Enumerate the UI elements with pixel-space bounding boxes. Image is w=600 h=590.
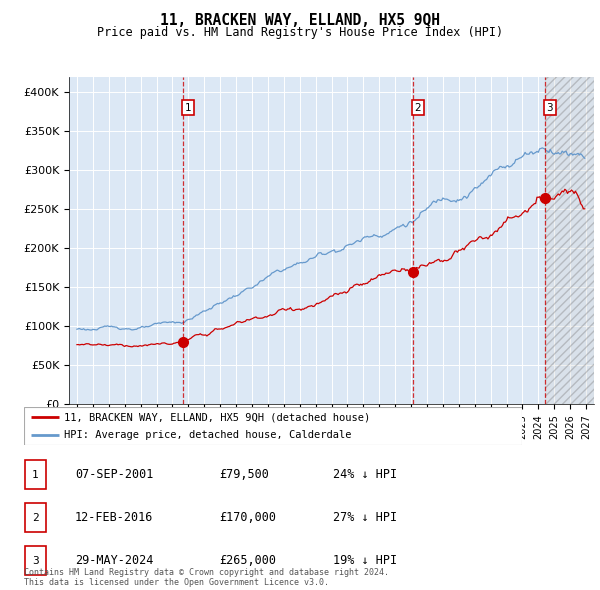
FancyBboxPatch shape [25, 503, 46, 532]
Text: £265,000: £265,000 [219, 554, 276, 568]
Text: 3: 3 [547, 103, 553, 113]
Text: 1: 1 [32, 470, 39, 480]
Text: 2: 2 [415, 103, 421, 113]
Text: 12-FEB-2016: 12-FEB-2016 [75, 511, 154, 525]
Text: 24% ↓ HPI: 24% ↓ HPI [333, 468, 397, 481]
Text: 11, BRACKEN WAY, ELLAND, HX5 9QH: 11, BRACKEN WAY, ELLAND, HX5 9QH [160, 13, 440, 28]
Text: This data is licensed under the Open Government Licence v3.0.: This data is licensed under the Open Gov… [24, 578, 329, 587]
FancyBboxPatch shape [24, 407, 522, 445]
Text: HPI: Average price, detached house, Calderdale: HPI: Average price, detached house, Cald… [64, 430, 352, 440]
Text: Price paid vs. HM Land Registry's House Price Index (HPI): Price paid vs. HM Land Registry's House … [97, 26, 503, 39]
FancyBboxPatch shape [25, 546, 46, 575]
Bar [184, 77, 413, 404]
Bar [545, 77, 594, 404]
Text: 07-SEP-2001: 07-SEP-2001 [75, 468, 154, 481]
Text: 11, BRACKEN WAY, ELLAND, HX5 9QH (detached house): 11, BRACKEN WAY, ELLAND, HX5 9QH (detach… [64, 412, 370, 422]
Text: Contains HM Land Registry data © Crown copyright and database right 2024.: Contains HM Land Registry data © Crown c… [24, 568, 389, 577]
Bar [545, 77, 594, 404]
Text: £79,500: £79,500 [219, 468, 269, 481]
FancyBboxPatch shape [25, 460, 46, 489]
Text: 1: 1 [185, 103, 191, 113]
Text: 2: 2 [32, 513, 39, 523]
Text: 27% ↓ HPI: 27% ↓ HPI [333, 511, 397, 525]
Text: 3: 3 [32, 556, 39, 566]
Text: 29-MAY-2024: 29-MAY-2024 [75, 554, 154, 568]
Text: 19% ↓ HPI: 19% ↓ HPI [333, 554, 397, 568]
Text: £170,000: £170,000 [219, 511, 276, 525]
